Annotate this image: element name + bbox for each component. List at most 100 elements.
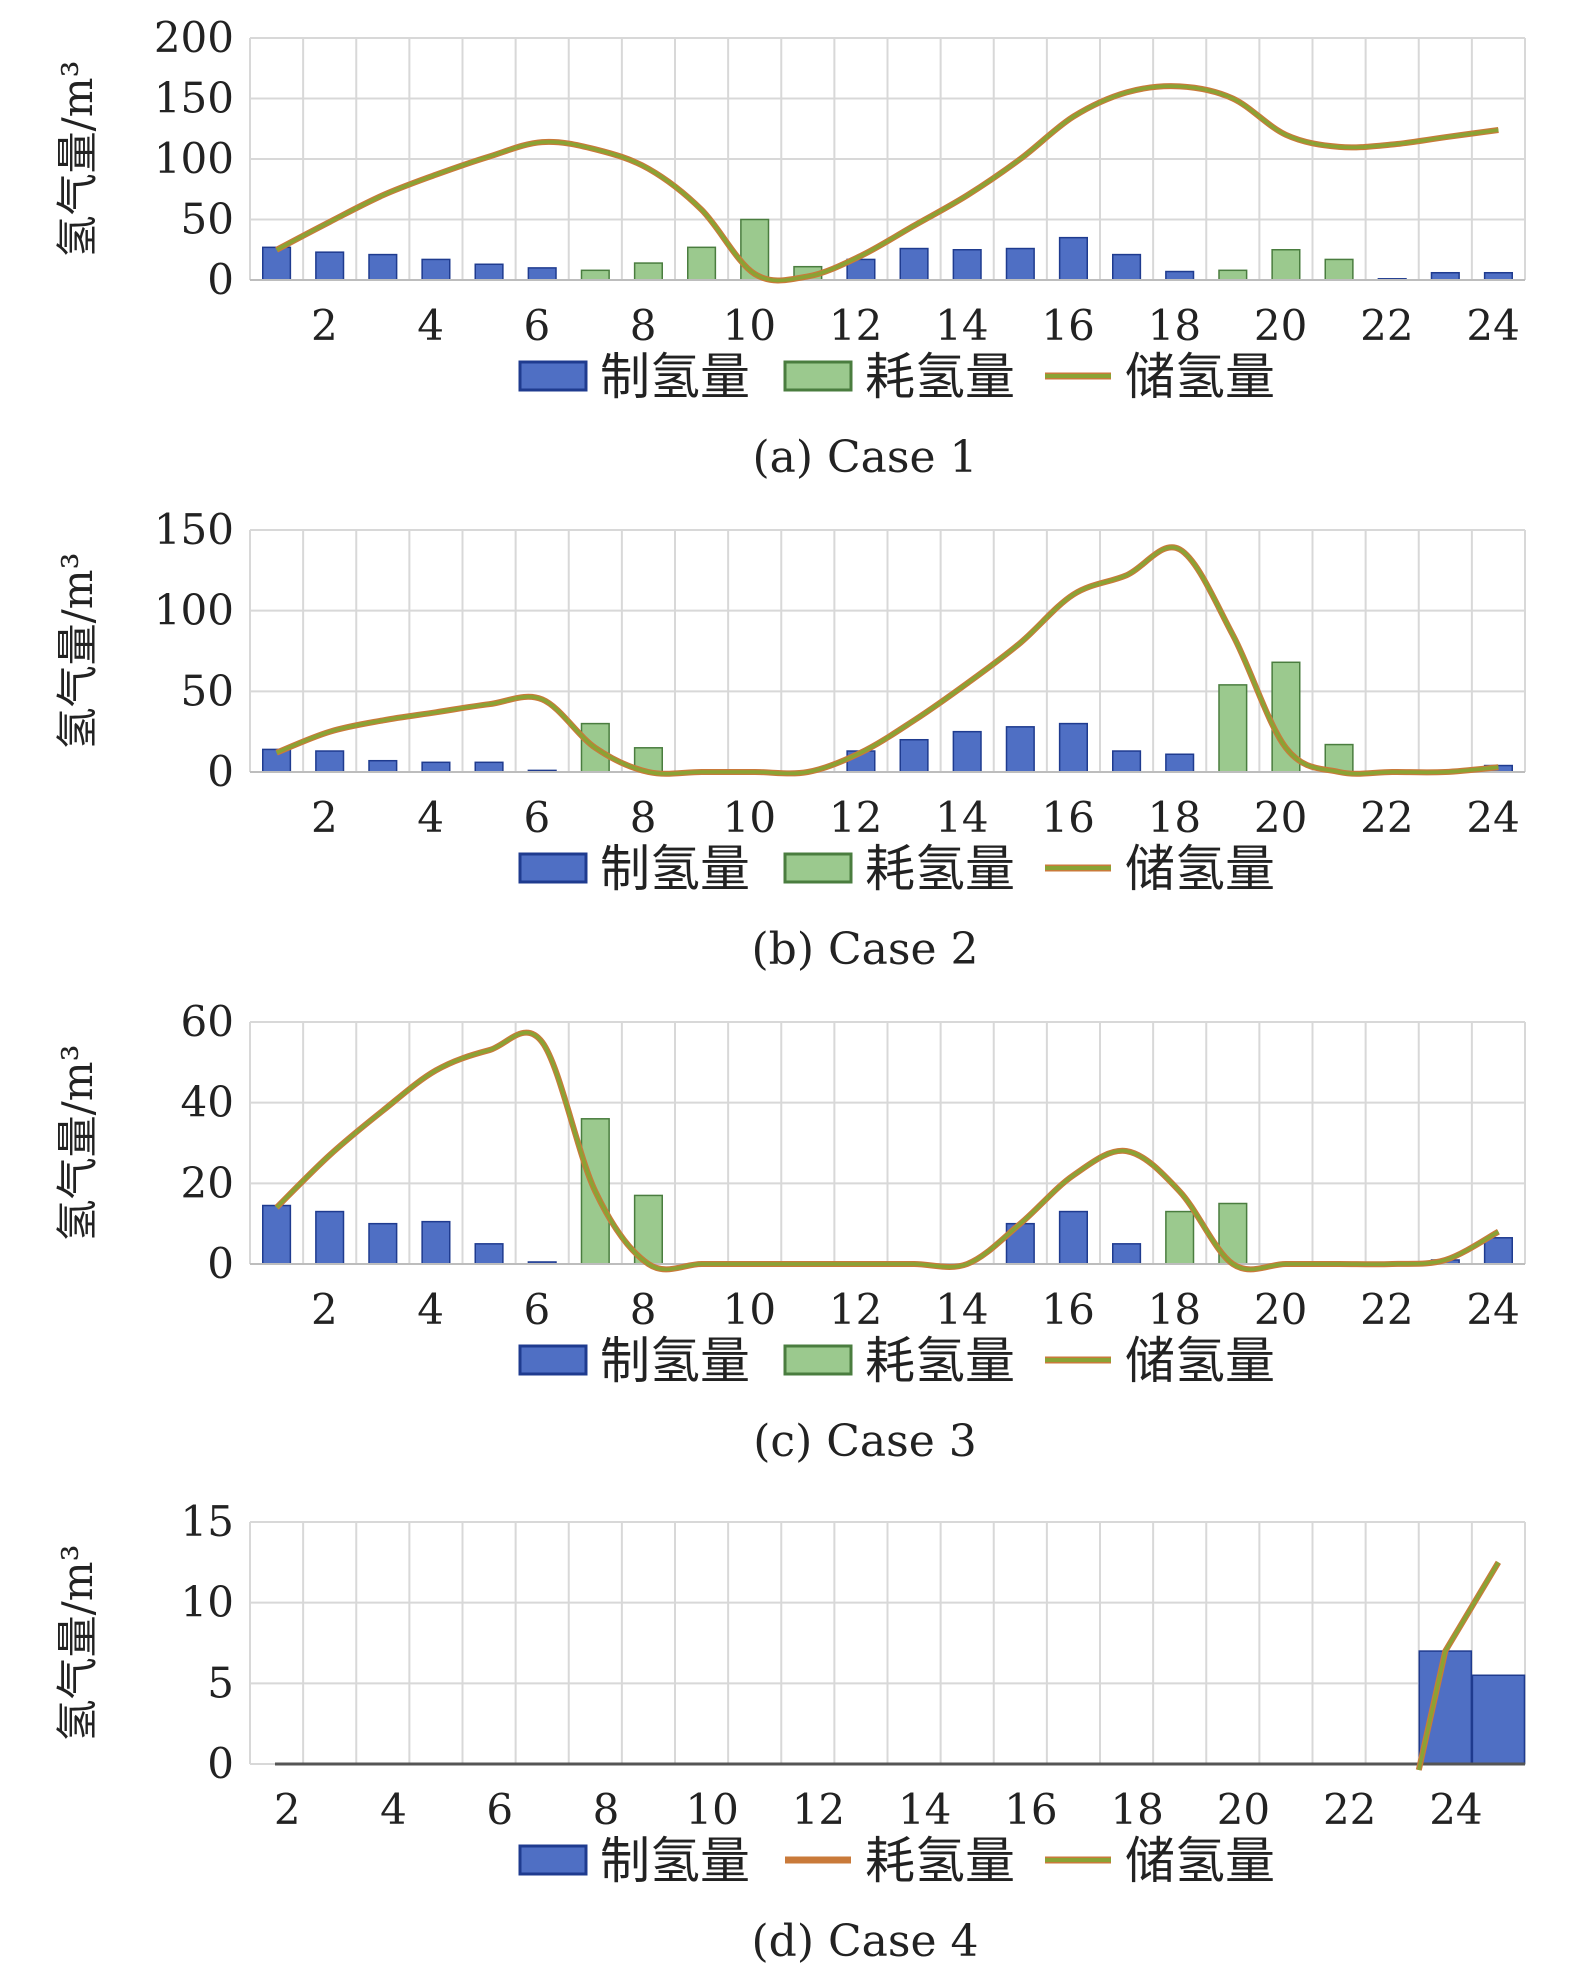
legend: 制氢量 耗氢量 储氢量 <box>518 840 1275 898</box>
x-tick-label: 2 <box>311 1285 338 1334</box>
chart-caption: (d) Case 4 <box>752 1916 979 1967</box>
grid <box>249 1521 1526 1765</box>
legend-swatch-bar <box>783 1344 853 1376</box>
bar <box>1112 253 1142 281</box>
legend-label: 耗氢量 <box>865 348 1015 406</box>
bar <box>1218 684 1248 773</box>
x-tick-label: 12 <box>829 301 882 350</box>
bar <box>899 738 929 773</box>
legend-swatch-bar <box>518 360 588 392</box>
y-axis-label: 氢气量/m³ <box>53 1045 102 1242</box>
y-axis-label: 氢气量/m³ <box>53 553 102 750</box>
y-tick-label: 60 <box>181 997 234 1046</box>
legend-swatch-bar <box>783 852 853 884</box>
y-tick-label: 200 <box>154 13 234 62</box>
x-tick-label: 4 <box>380 1785 407 1834</box>
legend-label: 储氢量 <box>1125 1832 1275 1890</box>
bar <box>527 267 557 281</box>
bar <box>1112 1243 1142 1265</box>
bar <box>580 269 610 281</box>
x-tick-label: 4 <box>417 1285 444 1334</box>
x-tick-label: 22 <box>1360 1285 1413 1334</box>
x-tick-label: 10 <box>723 793 776 842</box>
bar <box>633 262 663 281</box>
y-tick-label: 150 <box>154 74 234 123</box>
line-series-3 <box>1417 1561 1500 1771</box>
x-tick-label: 14 <box>935 793 988 842</box>
x-tick-label: 24 <box>1429 1785 1482 1834</box>
x-tick-label: 10 <box>723 301 776 350</box>
bar <box>421 1220 451 1265</box>
x-tick-label: 2 <box>274 1785 301 1834</box>
bar <box>1271 249 1301 281</box>
bar <box>315 1210 345 1265</box>
x-tick-label: 6 <box>524 1285 551 1334</box>
bar <box>262 748 292 773</box>
x-tick-label: 10 <box>723 1285 776 1334</box>
bar <box>899 247 929 281</box>
x-tick-label: 18 <box>1148 301 1201 350</box>
grid <box>249 37 1526 281</box>
y-tick-label: 50 <box>181 195 234 244</box>
x-tick-label: 24 <box>1466 793 1519 842</box>
bar <box>687 246 717 281</box>
bar <box>262 1204 292 1265</box>
x-tick-label: 14 <box>935 1285 988 1334</box>
bar <box>1218 269 1248 281</box>
y-tick-label: 0 <box>207 255 234 304</box>
bar <box>368 1222 398 1265</box>
bar <box>1418 1650 1473 1765</box>
line-series-3 <box>275 84 1499 283</box>
bar <box>1165 270 1195 281</box>
legend-label: 储氢量 <box>1125 1332 1275 1390</box>
x-tick-label: 22 <box>1323 1785 1376 1834</box>
x-tick-label: 22 <box>1360 793 1413 842</box>
x-tick-label: 12 <box>829 793 882 842</box>
x-tick-label: 4 <box>417 301 444 350</box>
bar-series-1 <box>1418 1650 1526 1765</box>
bar <box>1165 1210 1195 1265</box>
x-tick-label: 8 <box>630 793 657 842</box>
legend-label: 制氢量 <box>600 348 750 406</box>
legend-label: 耗氢量 <box>865 1832 1015 1890</box>
legend-label: 储氢量 <box>1125 348 1275 406</box>
y-tick-label: 10 <box>181 1578 234 1627</box>
x-tick-label: 8 <box>593 1785 620 1834</box>
x-tick-label: 16 <box>1041 301 1094 350</box>
y-tick-label: 0 <box>207 747 234 796</box>
bar <box>368 759 398 773</box>
legend-swatch-bar <box>783 360 853 392</box>
bar <box>421 761 451 773</box>
bar <box>1165 753 1195 773</box>
bar <box>315 750 345 773</box>
x-tick-label: 6 <box>524 301 551 350</box>
bar <box>1058 1210 1088 1265</box>
bar <box>315 251 345 281</box>
y-tick-label: 5 <box>207 1658 234 1707</box>
bar <box>1058 722 1088 773</box>
bar <box>1324 258 1354 281</box>
legend: 制氢量 耗氢量 储氢量 <box>518 1832 1275 1890</box>
bar <box>1112 750 1142 773</box>
legend: 制氢量 耗氢量 储氢量 <box>518 1332 1275 1390</box>
bar <box>421 258 451 281</box>
legend-label: 制氢量 <box>600 840 750 898</box>
bar <box>1005 247 1035 281</box>
x-tick-label: 18 <box>1148 793 1201 842</box>
line-series-3 <box>275 1030 1500 1272</box>
bar <box>633 1194 663 1265</box>
legend: 制氢量 耗氢量 储氢量 <box>518 348 1275 406</box>
bar-series-1 <box>262 236 1513 281</box>
x-tick-label: 4 <box>417 793 444 842</box>
x-tick-label: 24 <box>1466 1285 1519 1334</box>
x-tick-label: 20 <box>1254 1285 1307 1334</box>
y-tick-label: 0 <box>207 1239 234 1288</box>
x-tick-label: 20 <box>1217 1785 1270 1834</box>
x-tick-label: 16 <box>1041 793 1094 842</box>
x-tick-label: 16 <box>1041 1285 1094 1334</box>
x-tick-label: 8 <box>630 1285 657 1334</box>
y-tick-label: 150 <box>154 505 234 554</box>
